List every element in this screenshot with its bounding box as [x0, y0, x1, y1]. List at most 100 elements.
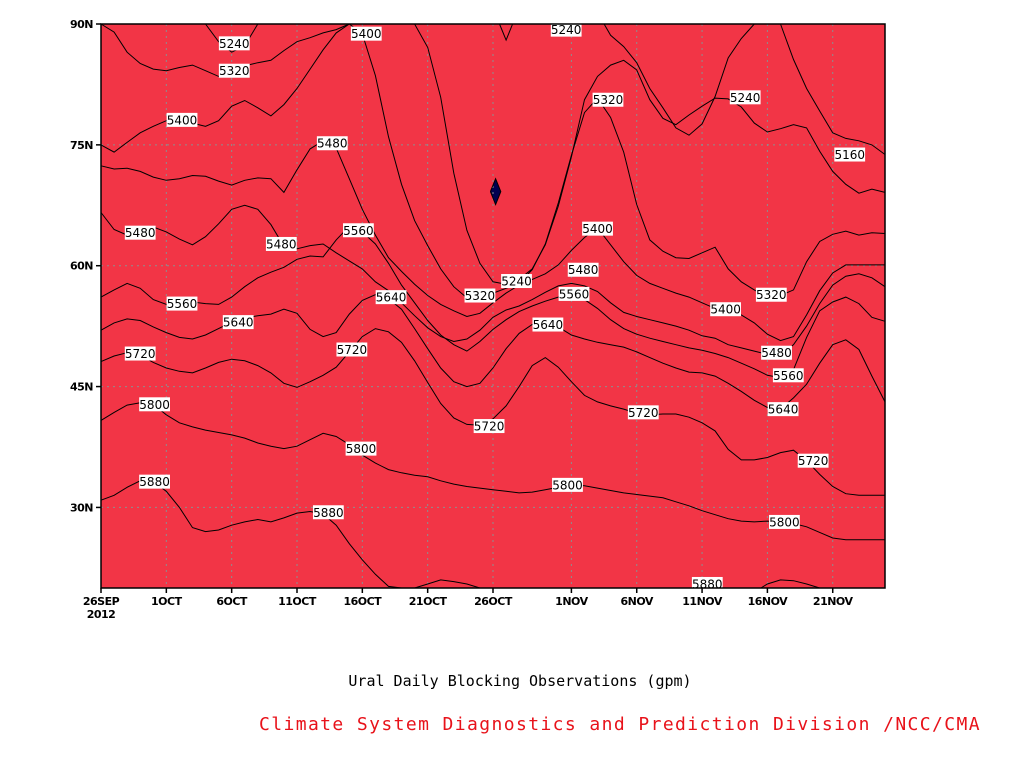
contour-label-bg: [710, 302, 741, 317]
contour-label-bg: [345, 441, 377, 456]
contour-label-text: 5880: [692, 577, 723, 591]
contour-label-text: 5560: [773, 369, 804, 383]
contour-line-5560: [100, 225, 886, 379]
contour-label-bg: [532, 317, 564, 332]
contour-label-text: 5560: [559, 287, 590, 301]
contour-label: 5640: [222, 315, 254, 330]
contour-label-text: 5400: [351, 27, 382, 41]
contour-label-bg: [592, 92, 624, 107]
x-tick-label: 16NOV: [748, 595, 789, 608]
contour-line-5400: [100, 140, 885, 342]
contour-chart: 5880 5880 5880 5800 5800 5800 5800 5720 5720 5720…: [70, 18, 886, 621]
x-tick-label: 1NOV: [555, 595, 588, 608]
contour-label-text: 5400: [582, 222, 613, 236]
contour-label-bg: [350, 26, 382, 41]
contour-label: 5880: [312, 505, 344, 520]
x-tick-label: 26OCT: [474, 595, 513, 608]
contour-label-text: 5240: [501, 275, 532, 289]
x-tick-label: 1OCT: [151, 595, 183, 608]
contour-label: 5240: [218, 36, 250, 51]
contour-label-text: 5800: [552, 478, 583, 492]
credit-text: Climate System Diagnostics and Predictio…: [259, 714, 981, 735]
contour-label-bg: [567, 262, 599, 277]
contour-label-text: 5480: [568, 263, 599, 277]
grid-lines: [101, 24, 885, 588]
contour-label-text: 5880: [313, 506, 344, 520]
contour-label-text: 5240: [730, 91, 761, 105]
contour-label-bg: [582, 221, 613, 236]
contour-label-bg: [312, 505, 344, 520]
contour-label: 5720: [797, 453, 829, 468]
x-tick-label: 16OCT: [343, 595, 382, 608]
contour-label-text: 5640: [533, 318, 564, 332]
contour-label-text: 5320: [593, 93, 624, 107]
contour-label-bg: [166, 296, 198, 311]
contour-label-text: 5480: [317, 137, 348, 151]
contour-label-text: 5240: [219, 37, 250, 51]
contour-label-bg: [124, 225, 156, 240]
contour-label: 5480: [316, 136, 348, 151]
contour-label-bg: [336, 342, 368, 357]
contour-label-bg: [343, 223, 374, 238]
contour-line-5240: [414, 23, 886, 285]
contour-label-bg: [558, 286, 590, 301]
x-tick-label: 21NOV: [813, 595, 854, 608]
contour-labels: 5880 5880 5880 5800 5800 5800 5800 5720 5720 5720…: [124, 22, 866, 591]
contour-label-text: 5320: [756, 288, 787, 302]
contour-label-text: 5400: [167, 113, 198, 127]
contour-label: 5800: [345, 441, 377, 456]
contour-label-bg: [464, 288, 496, 303]
contour-label-bg: [139, 397, 170, 412]
contour-label-bg: [767, 402, 799, 417]
contour-label-bg: [729, 90, 761, 105]
contour-label: 5640: [375, 290, 407, 305]
contour-label-bg: [218, 63, 250, 78]
contour-label: 5320: [218, 63, 250, 78]
contour-label-bg: [375, 290, 407, 305]
contour-label-bg: [218, 36, 250, 51]
contour-label-bg: [797, 453, 829, 468]
contour-label-text: 5720: [628, 406, 659, 420]
y-tick-label: 30N: [70, 501, 93, 514]
chart-caption: Ural Daily Blocking Observations (gpm): [348, 672, 692, 690]
contour-label-bg: [761, 345, 792, 360]
contour-label-bg: [139, 474, 170, 489]
contour-label: 5880: [139, 474, 170, 489]
contour-label-text: 5800: [769, 515, 800, 529]
contour-label: 5720: [473, 419, 505, 434]
contour-line-5480: [100, 204, 886, 356]
contour-label-text: 5720: [125, 347, 156, 361]
contour-label-text: 5320: [465, 289, 496, 303]
contour-label: 5640: [532, 317, 564, 332]
y-axis: 30N 45N 60N 75N 90N: [70, 18, 101, 514]
x-tick-sublabel: 2012: [87, 608, 116, 621]
x-tick-label: 6NOV: [621, 595, 654, 608]
contour-label-bg: [772, 368, 804, 383]
contour-line-5800: [100, 402, 885, 541]
contour-label: 5560: [558, 286, 590, 301]
contour-label-bg: [124, 346, 156, 361]
contour-label: 5160: [834, 147, 866, 162]
contour-label: 5560: [166, 296, 198, 311]
contour-label-text: 5400: [710, 303, 741, 317]
contour-label: 5240: [550, 22, 582, 37]
contour-label-bg: [473, 419, 505, 434]
contour-label-bg: [166, 112, 198, 127]
contour-label-bg: [834, 147, 866, 162]
contour-label-text: 5800: [139, 398, 170, 412]
contour-label-text: 5240: [551, 23, 582, 37]
contour-label: 5720: [336, 342, 368, 357]
contour-label-text: 5480: [125, 226, 156, 240]
contour-label-text: 5560: [343, 224, 374, 238]
contour-label-bg: [550, 22, 582, 37]
contour-label: 5720: [627, 405, 659, 420]
contour-label-text: 5880: [139, 475, 170, 489]
contour-label: 5320: [464, 288, 496, 303]
contour-label-text: 5480: [761, 346, 792, 360]
x-tick-label: 21OCT: [409, 595, 448, 608]
contour-label-bg: [501, 274, 532, 289]
contour-label-bg: [222, 315, 254, 330]
contour-label-text: 5560: [167, 297, 198, 311]
contour-label: 5400: [350, 26, 382, 41]
